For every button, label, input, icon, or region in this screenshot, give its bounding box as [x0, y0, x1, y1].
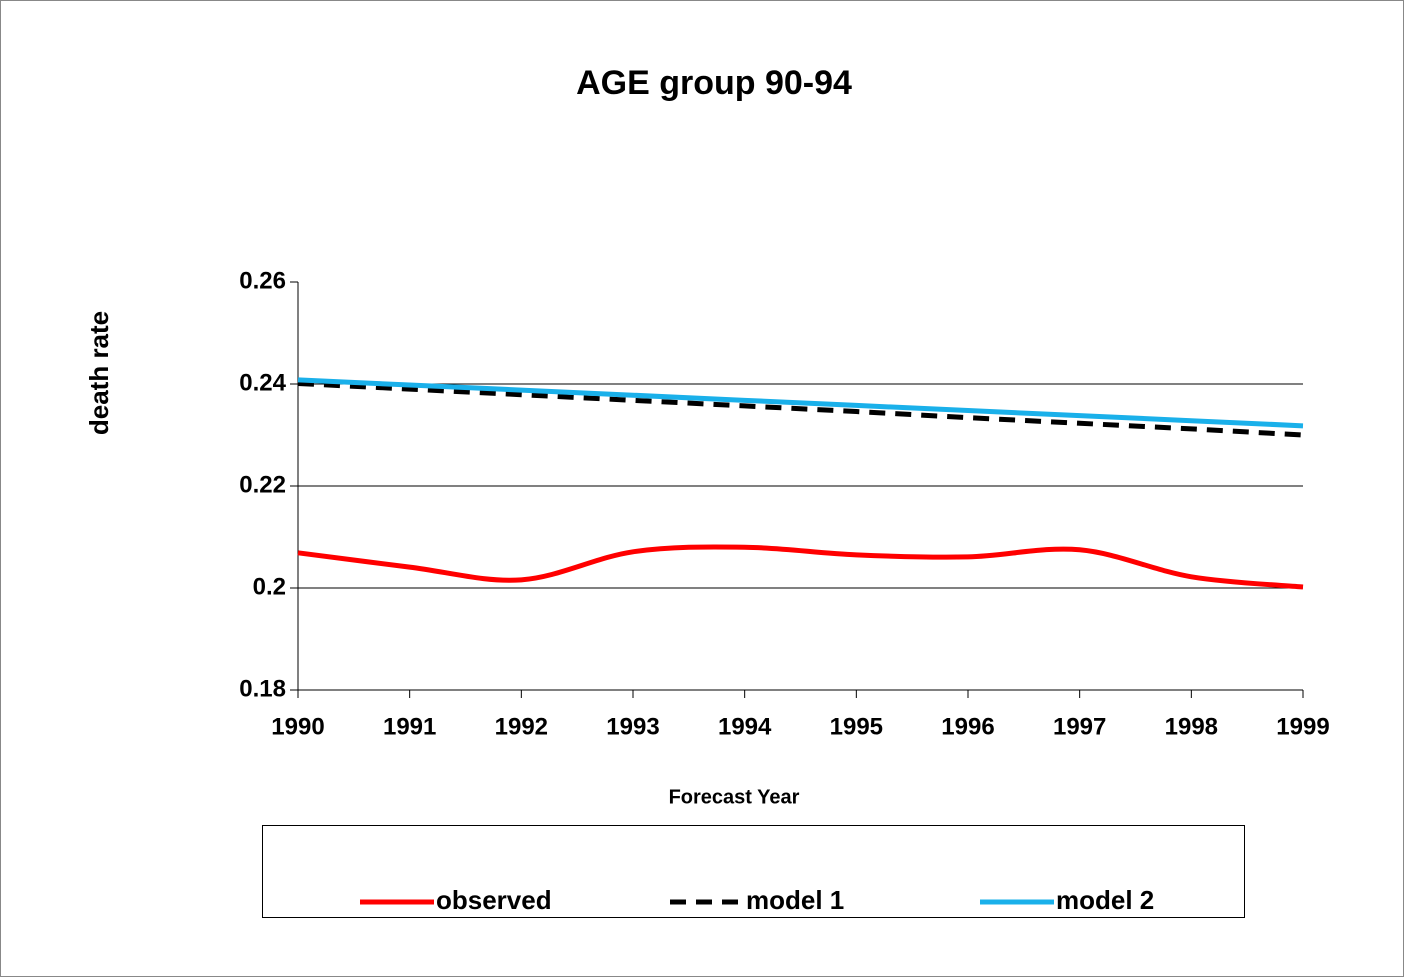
x-tick-label: 1999 [1276, 713, 1329, 740]
series-line [297, 377, 1304, 429]
x-tick-label: 1990 [271, 713, 324, 740]
y-axis-label: death rate [84, 311, 114, 435]
y-tick-label: 0.24 [239, 369, 286, 396]
x-tick-label: 1991 [383, 713, 436, 740]
x-tick-label: 1998 [1165, 713, 1218, 740]
x-tick-label: 1996 [941, 713, 994, 740]
series-line [297, 544, 1304, 590]
x-tick-label: 1992 [495, 713, 548, 740]
legend-label: model 2 [1056, 885, 1154, 915]
series-line [297, 380, 1304, 438]
x-axis-label: Forecast Year [669, 786, 800, 808]
chart-title: AGE group 90-94 [576, 64, 852, 102]
x-tick-label: 1997 [1053, 713, 1106, 740]
x-tick-label: 1994 [718, 713, 772, 740]
x-tick-label: 1995 [830, 713, 883, 740]
x-tick-label: 1993 [606, 713, 659, 740]
legend-label: model 1 [746, 885, 844, 915]
y-tick-label: 0.2 [253, 573, 286, 600]
y-tick-label: 0.18 [239, 675, 286, 702]
legend-label: observed [436, 885, 552, 915]
y-tick-label: 0.26 [239, 267, 286, 294]
y-tick-label: 0.22 [239, 471, 286, 498]
